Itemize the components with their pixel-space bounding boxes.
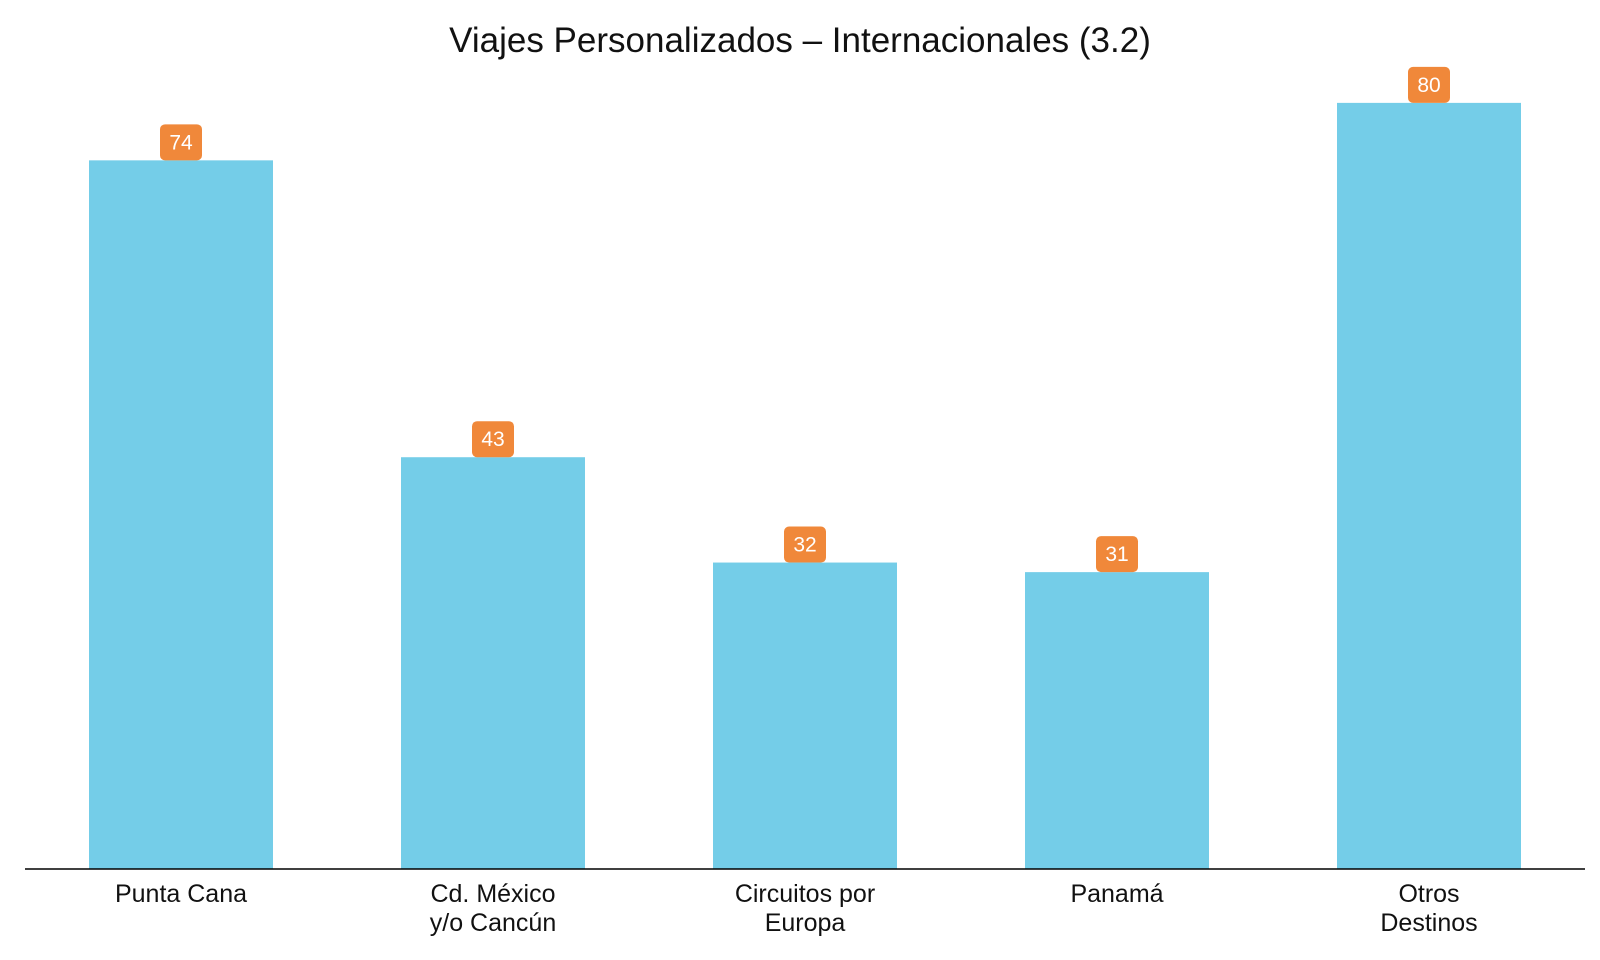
value-label-badge-4 — [1408, 66, 1450, 103]
value-label-badge-2 — [784, 526, 826, 563]
bar-2 — [713, 562, 897, 869]
x-tick-label-0: Punta Cana — [115, 880, 247, 908]
x-axis-tick-labels: Punta Cana Cd. México y/o Cancún Circuitos … — [115, 880, 1478, 937]
x-tick-label-4: Otros Destinos — [1380, 880, 1477, 937]
value-label-1: 43 — [481, 428, 504, 451]
value-label-0: 74 — [169, 131, 193, 154]
bar-4 — [1337, 102, 1521, 870]
bar-3 — [1025, 572, 1209, 869]
bar-0 — [89, 160, 273, 869]
value-labels-layer: 74 43 32 31 80 — [160, 66, 1450, 573]
value-label-3: 31 — [1105, 543, 1128, 566]
value-label-badge-0 — [160, 124, 202, 161]
bars-layer — [89, 102, 1521, 870]
chart-title: Viajes Personalizados – Internacionales … — [449, 21, 1151, 60]
value-label-2: 32 — [793, 534, 816, 557]
value-label-badge-3 — [1096, 536, 1138, 573]
x-tick-label-1: Cd. México y/o Cancún — [430, 880, 556, 937]
value-label-badge-1 — [472, 421, 514, 458]
value-label-4: 80 — [1417, 74, 1440, 97]
bar-1 — [401, 457, 585, 869]
x-tick-label-2: Circuitos por Europa — [735, 880, 875, 937]
x-tick-label-3: Panamá — [1070, 880, 1163, 908]
